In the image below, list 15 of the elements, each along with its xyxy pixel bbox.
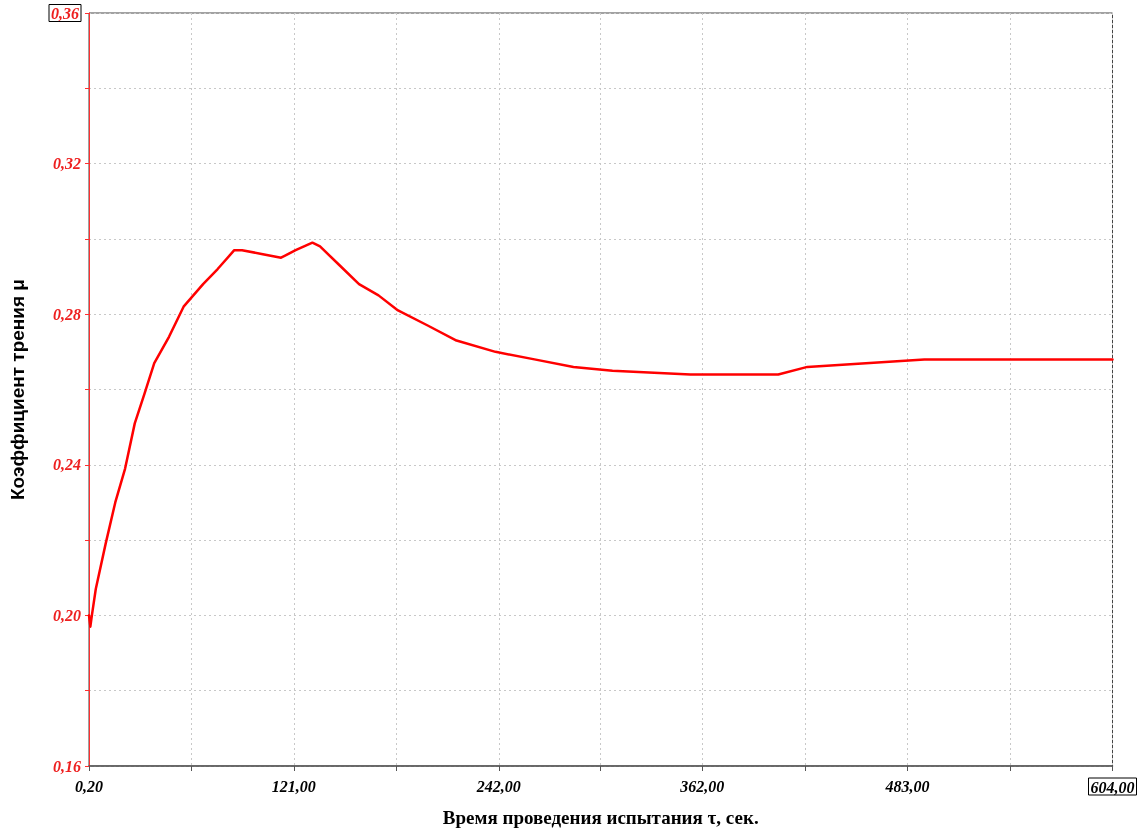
y-tick-label: 0,16 bbox=[53, 757, 81, 775]
y-axis-title: Коэффициент трения μ bbox=[7, 279, 28, 500]
x-tick-label: 242,00 bbox=[475, 777, 521, 795]
x-tick-label: 362,00 bbox=[679, 777, 725, 795]
line-series bbox=[87, 241, 1114, 628]
y-tick-label: 0,36 bbox=[51, 5, 79, 22]
y-tick-label: 0,24 bbox=[53, 456, 81, 474]
x-tick-label: 483,00 bbox=[884, 777, 930, 795]
x-axis-title: Время проведения испытания τ, сек. bbox=[442, 807, 759, 828]
y-tick-label: 0,32 bbox=[53, 155, 81, 173]
y-tick-label: 0,28 bbox=[53, 305, 81, 323]
x-tick-label: 604,00 bbox=[1090, 778, 1135, 796]
x-tick-label: 0,20 bbox=[75, 777, 103, 795]
y-tick-label: 0,20 bbox=[53, 606, 81, 624]
x-tick-label: 121,00 bbox=[271, 777, 316, 795]
